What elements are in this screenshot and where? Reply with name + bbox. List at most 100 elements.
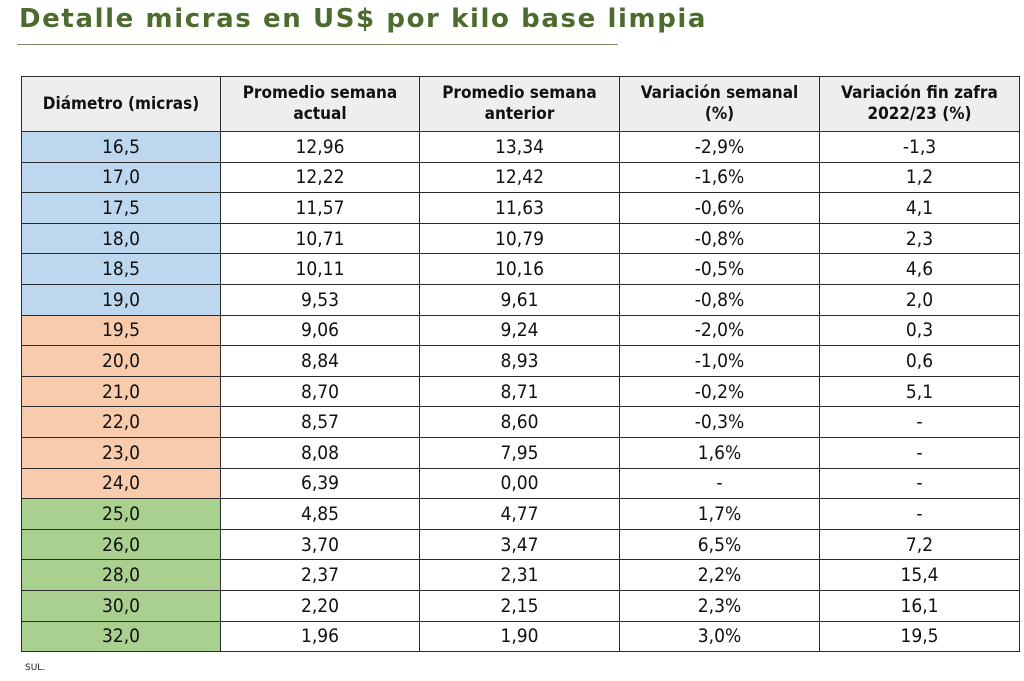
table-row: 22,0 8,57 8,60 -0,3% - bbox=[21, 406, 1020, 438]
cell-promedio-actual: 4,85 bbox=[220, 498, 420, 530]
cell-promedio-anterior: 9,24 bbox=[419, 314, 620, 347]
cell-promedio-actual: 2,20 bbox=[220, 589, 420, 622]
cell-diametro: 26,0 bbox=[21, 528, 221, 561]
cell-diametro: 19,0 bbox=[21, 283, 221, 316]
cell-variacion-semanal: -0,6% bbox=[619, 192, 820, 224]
cell-promedio-actual: 9,53 bbox=[220, 283, 420, 316]
table-row: 23,0 8,08 7,95 1,6% - bbox=[21, 436, 1020, 469]
cell-variacion-semanal: 6,5% bbox=[619, 528, 820, 561]
cell-diametro: 20,0 bbox=[21, 345, 221, 377]
cell-promedio-anterior: 2,15 bbox=[419, 589, 620, 622]
cell-diametro: 30,0 bbox=[21, 589, 221, 622]
cell-promedio-anterior: 9,61 bbox=[419, 283, 620, 316]
header-promedio-anterior: Promedio semana anterior bbox=[419, 76, 620, 132]
cell-promedio-anterior: 10,79 bbox=[419, 222, 620, 255]
table-row: 24,0 6,39 0,00- - bbox=[21, 467, 1020, 500]
cell-variacion-fin-zafra: 7,2 bbox=[819, 528, 1020, 561]
table-row: 18,5 10,11 10,16 -0,5% 4,6 bbox=[21, 253, 1020, 285]
cell-diametro: 22,0 bbox=[21, 406, 221, 438]
cell-promedio-actual: 10,71 bbox=[220, 222, 420, 255]
cell-promedio-anterior: 13,34 bbox=[419, 131, 620, 163]
header-variacion-semanal: Variación semanal (%) bbox=[619, 76, 820, 132]
cell-promedio-actual: 8,84 bbox=[220, 345, 420, 377]
page-title: Detalle micras en US$ por kilo base limp… bbox=[19, 4, 708, 34]
cell-promedio-actual: 12,96 bbox=[220, 131, 420, 163]
cell-variacion-semanal: -0,8% bbox=[619, 283, 820, 316]
cell-variacion-fin-zafra: 0,6 bbox=[819, 345, 1020, 377]
cell-variacion-fin-zafra: 4,1 bbox=[819, 192, 1020, 224]
cell-promedio-anterior: 8,93 bbox=[419, 345, 620, 377]
table-row: 19,5 9,06 9,24 -2,0% 0,3 bbox=[21, 314, 1020, 347]
cell-diametro: 21,0 bbox=[21, 375, 221, 408]
cell-variacion-semanal: -1,0% bbox=[619, 345, 820, 377]
cell-promedio-anterior: 0,00 bbox=[419, 467, 620, 500]
header-promedio-actual: Promedio semana actual bbox=[220, 76, 420, 132]
table-row: 18,0 10,71 10,79 -0,8% 2,3 bbox=[21, 222, 1020, 255]
micron-price-table: Diámetro (micras) Promedio semana actual … bbox=[21, 76, 1020, 653]
cell-diametro: 28,0 bbox=[21, 559, 221, 591]
table-row: 25,0 4,85 4,77 1,7% - bbox=[21, 498, 1020, 530]
cell-variacion-semanal: -0,2% bbox=[619, 375, 820, 408]
cell-promedio-actual: 3,70 bbox=[220, 528, 420, 561]
cell-variacion-fin-zafra: - bbox=[819, 436, 1020, 469]
cell-variacion-fin-zafra: - bbox=[819, 467, 1020, 500]
cell-promedio-anterior: 8,71 bbox=[419, 375, 620, 408]
cell-variacion-semanal: 3,0% bbox=[619, 620, 820, 653]
cell-diametro: 32,0 bbox=[21, 620, 221, 653]
cell-promedio-anterior: 12,42 bbox=[419, 161, 620, 194]
cell-variacion-semanal: -0,5% bbox=[619, 253, 820, 285]
cell-diametro: 25,0 bbox=[21, 498, 221, 530]
source-note: SUL. bbox=[25, 663, 46, 673]
header-variacion-fin-zafra: Variación fin zafra 2022/23 (%) bbox=[819, 76, 1020, 132]
cell-diametro: 17,0 bbox=[21, 161, 221, 194]
cell-variacion-semanal: 2,2% bbox=[619, 559, 820, 591]
cell-variacion-semanal: -1,6% bbox=[619, 161, 820, 194]
cell-variacion-semanal: 1,7% bbox=[619, 498, 820, 530]
cell-promedio-anterior: 4,77 bbox=[419, 498, 620, 530]
cell-variacion-fin-zafra: 1,2 bbox=[819, 161, 1020, 194]
cell-variacion-semanal: -0,8% bbox=[619, 222, 820, 255]
cell-variacion-fin-zafra: - bbox=[819, 498, 1020, 530]
cell-promedio-actual: 11,57 bbox=[220, 192, 420, 224]
cell-variacion-semanal: -0,3% bbox=[619, 406, 820, 438]
cell-promedio-actual: 8,57 bbox=[220, 406, 420, 438]
cell-promedio-actual: 2,37 bbox=[220, 559, 420, 591]
table-row: 26,0 3,70 3,47 6,5% 7,2 bbox=[21, 528, 1020, 561]
table-row: 17,0 12,22 12,42 -1,6% 1,2 bbox=[21, 161, 1020, 194]
cell-promedio-anterior: 11,63 bbox=[419, 192, 620, 224]
cell-promedio-anterior: 2,31 bbox=[419, 559, 620, 591]
cell-diametro: 18,5 bbox=[21, 253, 221, 285]
cell-diametro: 24,0 bbox=[21, 467, 221, 500]
cell-promedio-anterior: 8,60 bbox=[419, 406, 620, 438]
cell-variacion-semanal: -2,0% bbox=[619, 314, 820, 347]
cell-promedio-actual: 9,06 bbox=[220, 314, 420, 347]
cell-variacion-semanal: -2,9% bbox=[619, 131, 820, 163]
cell-promedio-anterior: 10,16 bbox=[419, 253, 620, 285]
cell-variacion-fin-zafra: 16,1 bbox=[819, 589, 1020, 622]
cell-variacion-semanal: 1,6% bbox=[619, 436, 820, 469]
cell-promedio-actual: 10,11 bbox=[220, 253, 420, 285]
table-row: 21,0 8,70 8,71 -0,2% 5,1 bbox=[21, 375, 1020, 408]
table-row: 16,5 12,96 13,34 -2,9% -1,3 bbox=[21, 131, 1020, 163]
cell-variacion-semanal: - bbox=[619, 467, 820, 500]
cell-variacion-fin-zafra: 2,0 bbox=[819, 283, 1020, 316]
cell-variacion-fin-zafra: 15,4 bbox=[819, 559, 1020, 591]
table-row: 30,0 2,20 2,15 2,3% 16,1 bbox=[21, 589, 1020, 622]
cell-promedio-anterior: 3,47 bbox=[419, 528, 620, 561]
cell-variacion-fin-zafra: 2,3 bbox=[819, 222, 1020, 255]
cell-variacion-fin-zafra: -1,3 bbox=[819, 131, 1020, 163]
table-row: 17,5 11,57 11,63 -0,6% 4,1 bbox=[21, 192, 1020, 224]
table-row: 19,0 9,53 9,61 -0,8% 2,0 bbox=[21, 283, 1020, 316]
cell-variacion-fin-zafra: 19,5 bbox=[819, 620, 1020, 653]
cell-promedio-actual: 6,39 bbox=[220, 467, 420, 500]
cell-variacion-fin-zafra: 0,3 bbox=[819, 314, 1020, 347]
cell-promedio-actual: 12,22 bbox=[220, 161, 420, 194]
table-row: 28,0 2,37 2,31 2,2% 15,4 bbox=[21, 559, 1020, 591]
cell-promedio-actual: 8,70 bbox=[220, 375, 420, 408]
table-row: 20,0 8,84 8,93 -1,0% 0,6 bbox=[21, 345, 1020, 377]
cell-diametro: 16,5 bbox=[21, 131, 221, 163]
cell-diametro: 23,0 bbox=[21, 436, 221, 469]
cell-variacion-fin-zafra: 5,1 bbox=[819, 375, 1020, 408]
cell-variacion-semanal: 2,3% bbox=[619, 589, 820, 622]
cell-variacion-fin-zafra: - bbox=[819, 406, 1020, 438]
